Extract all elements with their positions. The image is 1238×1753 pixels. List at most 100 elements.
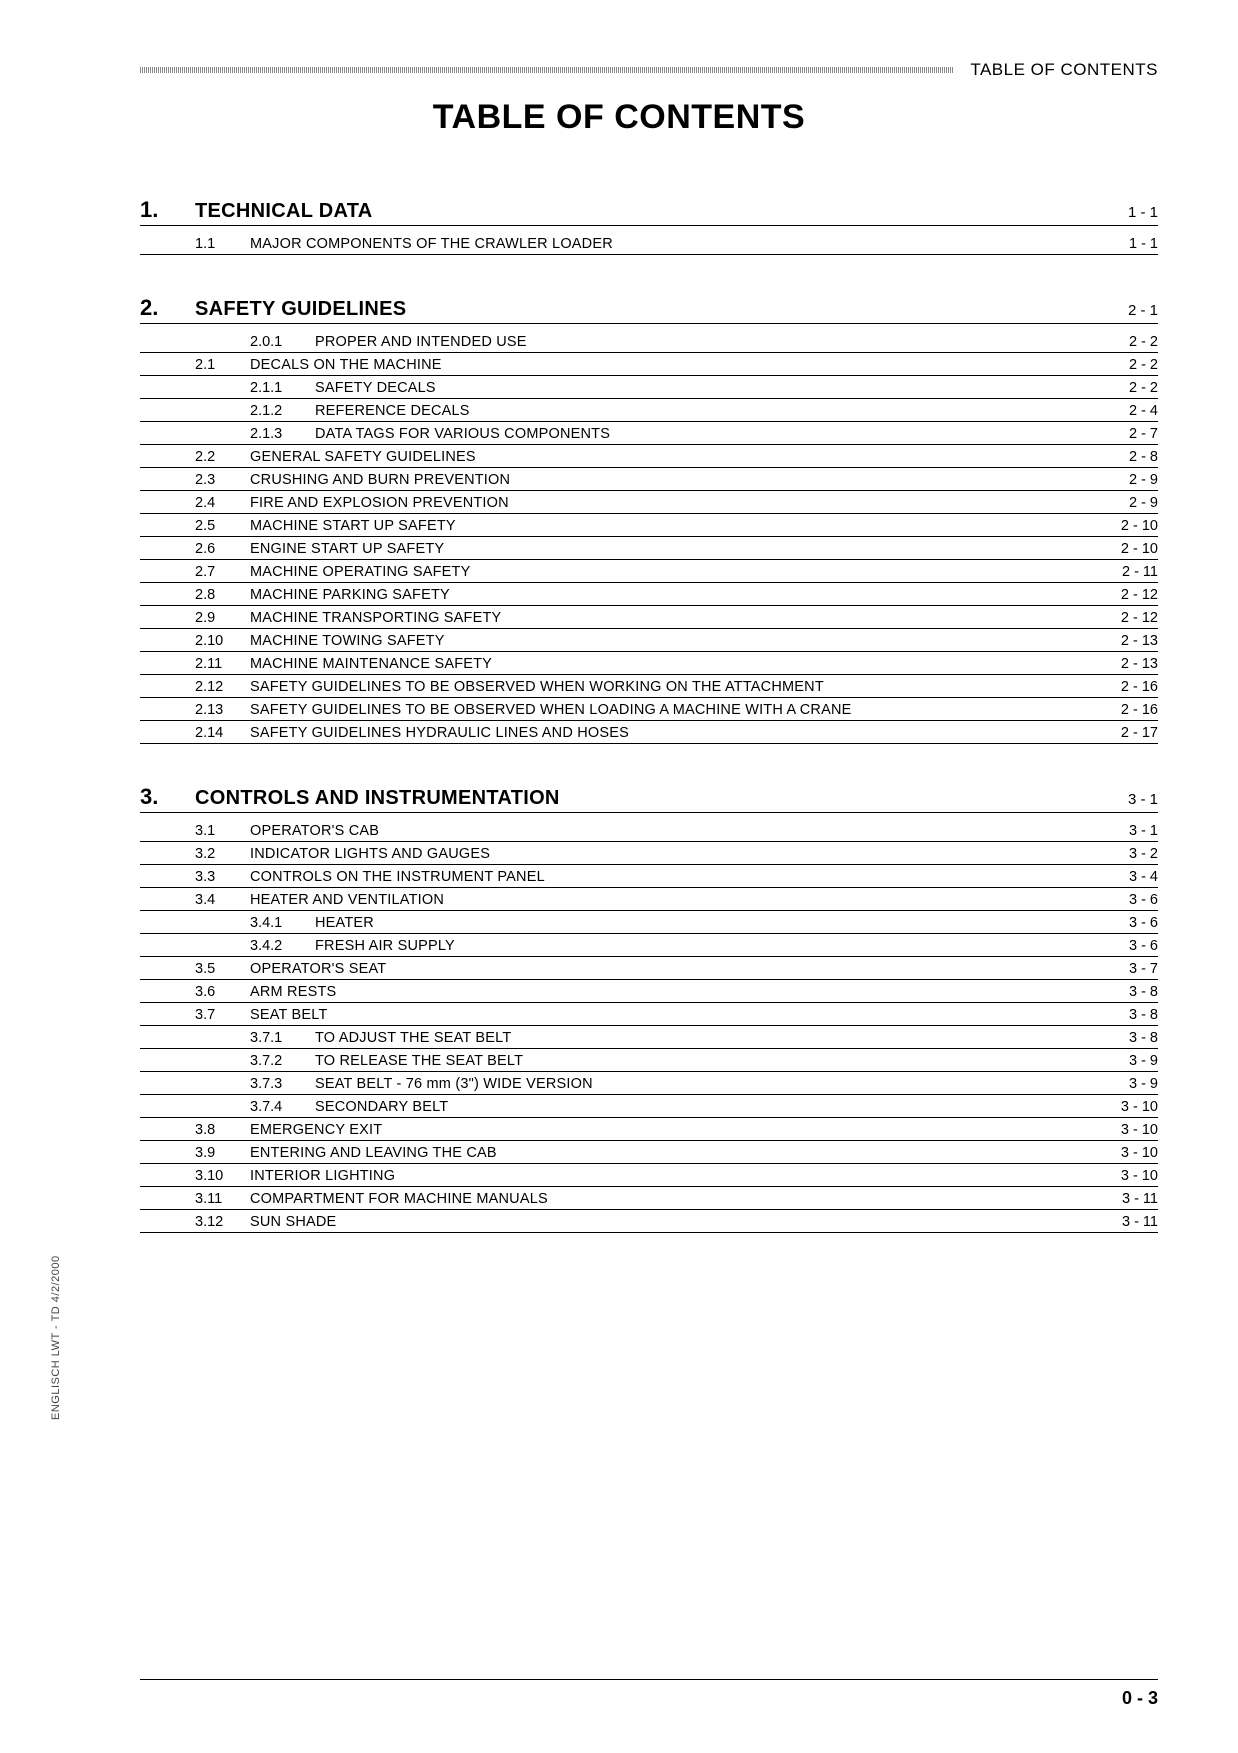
toc-entry-section: 3.7SEAT BELT3 - 8 <box>140 1003 1158 1026</box>
toc-entry-number: 2.3 <box>195 472 250 488</box>
toc-entry-number: 3.3 <box>195 869 250 885</box>
toc-entry-section: 3.5OPERATOR'S SEAT3 - 7 <box>140 957 1158 980</box>
toc-entry-number: 2.11 <box>195 656 250 672</box>
toc-entry-number: 3.11 <box>195 1191 250 1207</box>
toc-entry-title: SECONDARY BELT <box>315 1099 1101 1115</box>
toc-chapter-number: 3. <box>140 784 195 810</box>
toc-entry-page: 2 - 16 <box>1101 679 1158 695</box>
toc-entry-title: FIRE AND EXPLOSION PREVENTION <box>250 495 1109 511</box>
toc-entry-section: 2.3CRUSHING AND BURN PREVENTION2 - 9 <box>140 468 1158 491</box>
toc-chapter: 2.SAFETY GUIDELINES2 - 12.0.1PROPER AND … <box>140 295 1158 744</box>
toc-entry-section: 3.9ENTERING AND LEAVING THE CAB3 - 10 <box>140 1141 1158 1164</box>
toc-entry-section: 3.3CONTROLS ON THE INSTRUMENT PANEL3 - 4 <box>140 865 1158 888</box>
toc-entry-number: 2.14 <box>195 725 250 741</box>
toc-entry-number: 2.1.1 <box>250 380 315 396</box>
toc-entry-section: 2.13SAFETY GUIDELINES TO BE OBSERVED WHE… <box>140 698 1158 721</box>
toc-entry-section: 2.1DECALS ON THE MACHINE2 - 2 <box>140 353 1158 376</box>
toc-entry-page: 2 - 2 <box>1109 357 1158 373</box>
toc-entry-page: 3 - 11 <box>1102 1214 1158 1230</box>
toc-entry-title: MACHINE TRANSPORTING SAFETY <box>250 610 1101 626</box>
toc-entry-number: 2.0.1 <box>250 334 315 350</box>
toc-entry-section: 3.10INTERIOR LIGHTING3 - 10 <box>140 1164 1158 1187</box>
toc-entry-page: 3 - 6 <box>1109 892 1158 908</box>
toc-entry-page: 3 - 7 <box>1109 961 1158 977</box>
toc-entry-number: 3.5 <box>195 961 250 977</box>
toc-entry-section: 2.7MACHINE OPERATING SAFETY2 - 11 <box>140 560 1158 583</box>
toc-entry-title: COMPARTMENT FOR MACHINE MANUALS <box>250 1191 1102 1207</box>
toc-entry-page: 3 - 8 <box>1109 1007 1158 1023</box>
toc-entry-number: 3.4 <box>195 892 250 908</box>
toc-entry-page: 3 - 10 <box>1101 1099 1158 1115</box>
toc-entry-page: 3 - 10 <box>1101 1145 1158 1161</box>
toc-entry-number: 3.7 <box>195 1007 250 1023</box>
toc-entry-title: SEAT BELT <box>250 1007 1109 1023</box>
toc-entry-page: 2 - 10 <box>1101 541 1158 557</box>
table-of-contents: 1.TECHNICAL DATA1 - 11.1MAJOR COMPONENTS… <box>140 197 1158 1233</box>
header-rule <box>140 67 954 73</box>
toc-entry-title: SAFETY DECALS <box>315 380 1109 396</box>
toc-entry-title: ENTERING AND LEAVING THE CAB <box>250 1145 1101 1161</box>
toc-entry-section: 2.5MACHINE START UP SAFETY2 - 10 <box>140 514 1158 537</box>
toc-entry-title: CRUSHING AND BURN PREVENTION <box>250 472 1109 488</box>
toc-entry-section: 1.1MAJOR COMPONENTS OF THE CRAWLER LOADE… <box>140 232 1158 255</box>
toc-entry-subsection: 3.7.1TO ADJUST THE SEAT BELT3 - 8 <box>140 1026 1158 1049</box>
toc-entry-number: 3.6 <box>195 984 250 1000</box>
toc-entry-section: 2.9MACHINE TRANSPORTING SAFETY2 - 12 <box>140 606 1158 629</box>
toc-entry-title: ENGINE START UP SAFETY <box>250 541 1101 557</box>
toc-entry-title: HEATER AND VENTILATION <box>250 892 1109 908</box>
toc-entry-page: 1 - 1 <box>1109 236 1158 252</box>
toc-entry-number: 2.5 <box>195 518 250 534</box>
toc-chapter-title: TECHNICAL DATA <box>195 200 1108 223</box>
toc-entry-subsection: 2.1.2REFERENCE DECALS2 - 4 <box>140 399 1158 422</box>
side-print-info: ENGLISCH LWT - TD 4/2/2000 <box>50 1255 62 1420</box>
toc-entry-section: 3.12SUN SHADE3 - 11 <box>140 1210 1158 1233</box>
toc-entry-title: TO RELEASE THE SEAT BELT <box>315 1053 1109 1069</box>
toc-entry-title: MACHINE PARKING SAFETY <box>250 587 1101 603</box>
toc-entry-number: 3.4.1 <box>250 915 315 931</box>
toc-entry-page: 2 - 12 <box>1101 587 1158 603</box>
toc-entry-number: 2.7 <box>195 564 250 580</box>
toc-entry-subsection: 2.1.3DATA TAGS FOR VARIOUS COMPONENTS2 -… <box>140 422 1158 445</box>
toc-entry-page: 2 - 2 <box>1109 380 1158 396</box>
toc-entry-number: 3.12 <box>195 1214 250 1230</box>
toc-entry-number: 2.13 <box>195 702 250 718</box>
toc-entry-page: 2 - 9 <box>1109 472 1158 488</box>
toc-entry-number: 2.2 <box>195 449 250 465</box>
toc-chapter-number: 2. <box>140 295 195 321</box>
page: ENGLISCH LWT - TD 4/2/2000 TABLE OF CONT… <box>0 0 1238 1753</box>
toc-entry-page: 3 - 6 <box>1109 915 1158 931</box>
toc-entry-subsection: 2.0.1PROPER AND INTENDED USE2 - 2 <box>140 330 1158 353</box>
toc-entry-page: 3 - 2 <box>1109 846 1158 862</box>
toc-entry-number: 2.8 <box>195 587 250 603</box>
toc-entry-subsection: 3.7.2TO RELEASE THE SEAT BELT3 - 9 <box>140 1049 1158 1072</box>
toc-entry-title: FRESH AIR SUPPLY <box>315 938 1109 954</box>
toc-entry-number: 3.9 <box>195 1145 250 1161</box>
toc-entry-number: 3.7.4 <box>250 1099 315 1115</box>
toc-entry-page: 3 - 11 <box>1102 1191 1158 1207</box>
toc-chapter-page: 1 - 1 <box>1108 204 1158 221</box>
toc-entry-title: REFERENCE DECALS <box>315 403 1109 419</box>
toc-entry-subsection: 2.1.1SAFETY DECALS2 - 2 <box>140 376 1158 399</box>
toc-entry-page: 2 - 11 <box>1102 564 1158 580</box>
toc-entry-number: 3.8 <box>195 1122 250 1138</box>
toc-entry-number: 3.4.2 <box>250 938 315 954</box>
toc-entry-number: 2.9 <box>195 610 250 626</box>
toc-entry-page: 3 - 9 <box>1109 1053 1158 1069</box>
toc-entry-page: 2 - 17 <box>1101 725 1158 741</box>
toc-entry-title: TO ADJUST THE SEAT BELT <box>315 1030 1109 1046</box>
toc-entry-number: 3.7.3 <box>250 1076 315 1092</box>
toc-entry-page: 2 - 2 <box>1109 334 1158 350</box>
toc-entry-page: 2 - 8 <box>1109 449 1158 465</box>
toc-entry-number: 2.10 <box>195 633 250 649</box>
toc-entry-title: OPERATOR'S CAB <box>250 823 1109 839</box>
toc-entry-page: 2 - 9 <box>1109 495 1158 511</box>
toc-entry-title: GENERAL SAFETY GUIDELINES <box>250 449 1109 465</box>
toc-chapter-title: SAFETY GUIDELINES <box>195 298 1108 321</box>
toc-entry-page: 3 - 8 <box>1109 984 1158 1000</box>
toc-entry-page: 3 - 9 <box>1109 1076 1158 1092</box>
toc-entry-subsection: 3.7.3SEAT BELT - 76 mm (3") WIDE VERSION… <box>140 1072 1158 1095</box>
toc-entry-title: HEATER <box>315 915 1109 931</box>
toc-entry-title: MACHINE START UP SAFETY <box>250 518 1101 534</box>
toc-chapter-row: 3.CONTROLS AND INSTRUMENTATION3 - 1 <box>140 784 1158 813</box>
toc-entry-title: MAJOR COMPONENTS OF THE CRAWLER LOADER <box>250 236 1109 252</box>
